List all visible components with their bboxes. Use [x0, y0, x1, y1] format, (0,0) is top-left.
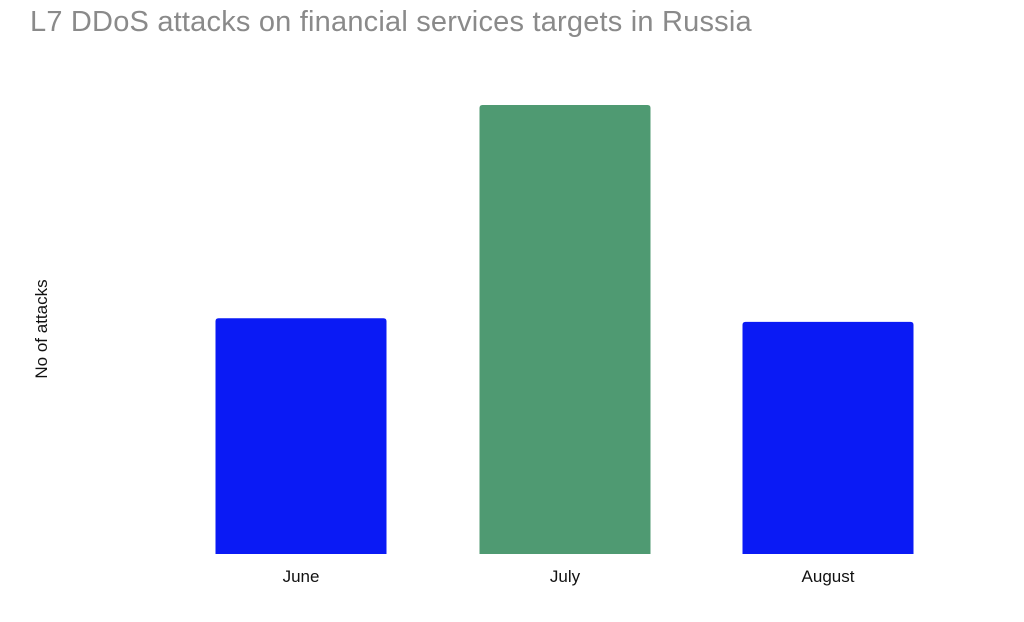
x-tick-label-june: June [283, 567, 320, 586]
bar-july [479, 105, 651, 554]
x-tick-labels: June July August [283, 567, 855, 586]
chart-title: L7 DDoS attacks on financial services ta… [30, 6, 752, 38]
bar-august [742, 321, 914, 554]
bar-june [215, 318, 387, 554]
x-tick-label-july: July [550, 567, 581, 586]
x-tick-label-august: August [802, 567, 855, 586]
bars-group [215, 105, 914, 554]
